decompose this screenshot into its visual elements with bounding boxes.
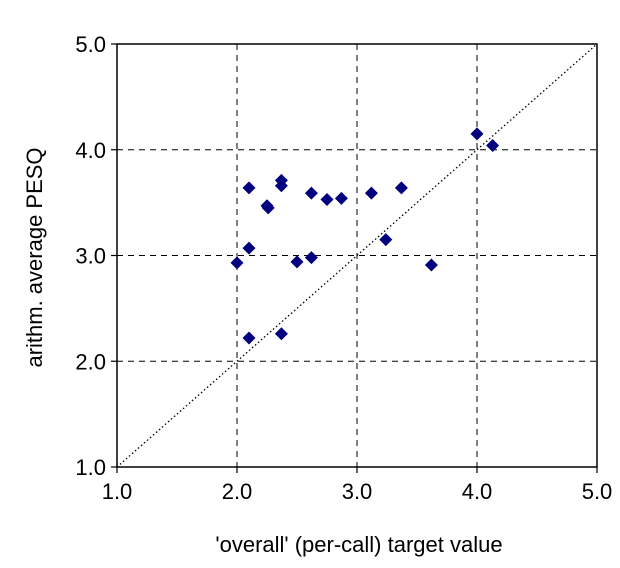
x-tick-label: 5.0	[582, 479, 613, 504]
data-point-marker	[242, 181, 256, 195]
data-point-marker	[424, 258, 438, 272]
data-point-marker	[242, 331, 256, 345]
data-point-marker	[486, 139, 500, 153]
x-axis-title: 'overall' (per-call) target value	[215, 532, 502, 557]
data-point-marker	[290, 255, 304, 269]
data-point-marker	[261, 201, 275, 215]
data-point-marker	[304, 186, 318, 200]
data-point-marker	[379, 233, 393, 247]
x-tick-label: 3.0	[342, 479, 373, 504]
x-tick-label: 2.0	[222, 479, 253, 504]
data-point-marker	[470, 127, 484, 141]
x-axis-ticks: 1.0 2.0 3.0 4.0 5.0	[102, 467, 613, 504]
data-point-marker	[230, 256, 244, 270]
grid	[117, 44, 597, 467]
y-tick-label: 3.0	[75, 244, 106, 269]
y-axis-title: arithm. average PESQ	[22, 147, 47, 367]
y-axis-ticks: 1.0 2.0 3.0 4.0 5.0	[75, 32, 117, 480]
y-tick-label: 1.0	[75, 455, 106, 480]
data-point-marker	[320, 192, 334, 206]
data-point-marker	[364, 186, 378, 200]
y-tick-label: 2.0	[75, 349, 106, 374]
data-point-marker	[394, 181, 408, 195]
reference-diagonal-line	[116, 43, 598, 468]
data-point-marker	[274, 179, 288, 193]
data-point-marker	[242, 241, 256, 255]
data-point-marker	[304, 251, 318, 265]
data-point-marker	[274, 327, 288, 341]
data-points	[230, 127, 500, 345]
y-tick-label: 4.0	[75, 138, 106, 163]
x-tick-label: 4.0	[462, 479, 493, 504]
data-point-marker	[334, 191, 348, 205]
x-tick-label: 1.0	[102, 479, 133, 504]
y-tick-label: 5.0	[75, 32, 106, 57]
